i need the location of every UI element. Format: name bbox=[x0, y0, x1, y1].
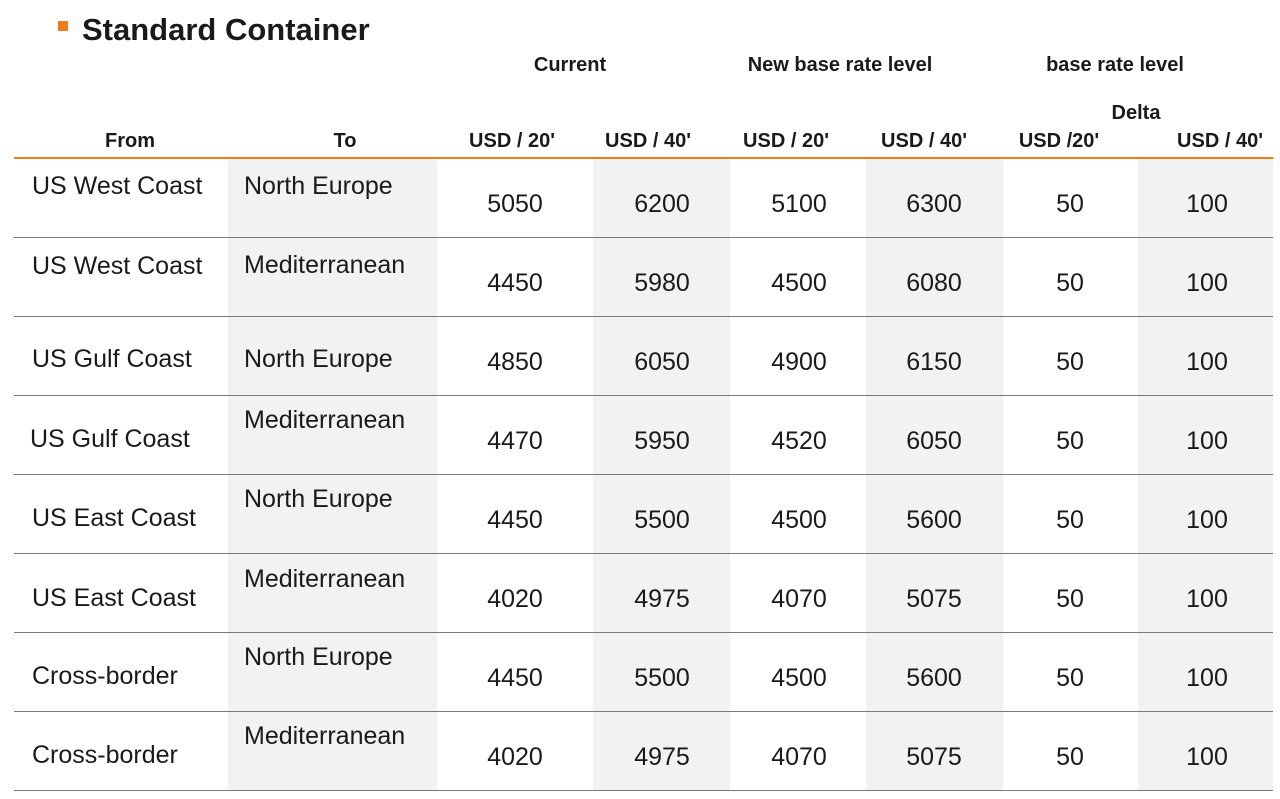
square-bullet-icon bbox=[58, 21, 68, 31]
col-header-delta-40: USD / 40' bbox=[1177, 130, 1263, 152]
delta-20-cell: 50 bbox=[1056, 427, 1084, 455]
to-cell: Mediterranean bbox=[244, 722, 406, 750]
to-cell: North Europe bbox=[244, 172, 393, 200]
new-20-cell: 4500 bbox=[771, 664, 827, 692]
group-header-delta: Delta bbox=[1111, 102, 1161, 124]
col-header-current-40: USD / 40' bbox=[605, 130, 691, 152]
new-40-column-shade bbox=[866, 159, 1003, 791]
to-cell: North Europe bbox=[244, 485, 393, 513]
new-40-cell: 5600 bbox=[906, 664, 962, 692]
table-row: Cross-border North Europe 4450 5500 4500… bbox=[14, 633, 1273, 712]
new-20-cell: 4500 bbox=[771, 506, 827, 534]
table-row: US East Coast North Europe 4450 5500 450… bbox=[14, 475, 1273, 554]
col-header-new-20: USD / 20' bbox=[743, 130, 829, 152]
current-20-cell: 4020 bbox=[487, 585, 543, 613]
to-cell: North Europe bbox=[244, 345, 393, 373]
current-40-cell: 5500 bbox=[634, 506, 690, 534]
col-header-from: From bbox=[105, 130, 155, 152]
from-cell: US East Coast bbox=[32, 504, 196, 532]
from-cell: Cross-border bbox=[32, 662, 178, 690]
table-row: US East Coast Mediterranean 4020 4975 40… bbox=[14, 554, 1273, 633]
new-40-cell: 5075 bbox=[906, 743, 962, 771]
delta-20-cell: 50 bbox=[1056, 743, 1084, 771]
from-cell: US East Coast bbox=[32, 584, 196, 612]
current-20-cell: 4850 bbox=[487, 348, 543, 376]
delta-20-cell: 50 bbox=[1056, 585, 1084, 613]
delta-40-cell: 100 bbox=[1186, 743, 1228, 771]
new-40-cell: 6150 bbox=[906, 348, 962, 376]
table-row: Cross-border Mediterranean 4020 4975 407… bbox=[14, 712, 1273, 791]
current-20-cell: 5050 bbox=[487, 190, 543, 218]
delta-20-cell: 50 bbox=[1056, 664, 1084, 692]
current-20-cell: 4020 bbox=[487, 743, 543, 771]
delta-20-cell: 50 bbox=[1056, 348, 1084, 376]
delta-20-cell: 50 bbox=[1056, 506, 1084, 534]
table-row: US West Coast North Europe 5050 6200 510… bbox=[14, 159, 1273, 238]
col-header-delta-20: USD /20' bbox=[1018, 130, 1100, 152]
table-row: US Gulf Coast North Europe 4850 6050 490… bbox=[14, 317, 1273, 396]
new-20-cell: 4070 bbox=[771, 585, 827, 613]
current-40-cell: 5950 bbox=[634, 427, 690, 455]
new-40-cell: 5600 bbox=[906, 506, 962, 534]
to-cell: North Europe bbox=[244, 643, 393, 671]
group-header-base-rate: base rate level bbox=[1046, 54, 1184, 76]
delta-20-cell: 50 bbox=[1056, 269, 1084, 297]
from-cell: US West Coast bbox=[32, 172, 203, 200]
page-title: Standard Container bbox=[82, 12, 370, 47]
new-20-cell: 4070 bbox=[771, 743, 827, 771]
header-rule bbox=[14, 157, 1273, 159]
delta-40-cell: 100 bbox=[1186, 585, 1228, 613]
new-40-cell: 6300 bbox=[906, 190, 962, 218]
table-row: US Gulf Coast Mediterranean 4470 5950 45… bbox=[14, 396, 1273, 475]
current-40-cell: 4975 bbox=[634, 743, 690, 771]
new-20-cell: 4520 bbox=[771, 427, 827, 455]
current-20-cell: 4470 bbox=[487, 427, 543, 455]
current-20-cell: 4450 bbox=[487, 269, 543, 297]
group-header-new-base: New base rate level bbox=[747, 54, 933, 76]
current-20-cell: 4450 bbox=[487, 506, 543, 534]
to-column-shade bbox=[228, 159, 437, 791]
delta-40-cell: 100 bbox=[1186, 506, 1228, 534]
group-header-current: Current bbox=[533, 54, 607, 76]
new-20-cell: 4500 bbox=[771, 269, 827, 297]
current-40-cell: 5500 bbox=[634, 664, 690, 692]
delta-40-cell: 100 bbox=[1186, 348, 1228, 376]
new-20-cell: 4900 bbox=[771, 348, 827, 376]
new-40-cell: 5075 bbox=[906, 585, 962, 613]
new-40-cell: 6080 bbox=[906, 269, 962, 297]
current-40-column-shade bbox=[593, 159, 730, 791]
current-40-cell: 4975 bbox=[634, 585, 690, 613]
col-header-to: To bbox=[333, 130, 357, 152]
from-cell: US Gulf Coast bbox=[32, 345, 192, 373]
from-cell: US West Coast bbox=[32, 252, 203, 280]
delta-40-cell: 100 bbox=[1186, 269, 1228, 297]
from-cell: US Gulf Coast bbox=[30, 425, 190, 453]
to-cell: Mediterranean bbox=[244, 251, 406, 279]
from-cell: Cross-border bbox=[32, 741, 178, 769]
delta-40-cell: 100 bbox=[1186, 427, 1228, 455]
delta-40-cell: 100 bbox=[1186, 664, 1228, 692]
current-40-cell: 6050 bbox=[634, 348, 690, 376]
current-40-cell: 5980 bbox=[634, 269, 690, 297]
current-20-cell: 4450 bbox=[487, 664, 543, 692]
col-header-new-40: USD / 40' bbox=[881, 130, 967, 152]
to-cell: Mediterranean bbox=[244, 406, 406, 434]
title-block: Standard Container bbox=[58, 10, 370, 50]
delta-20-cell: 50 bbox=[1056, 190, 1084, 218]
new-40-cell: 6050 bbox=[906, 427, 962, 455]
delta-40-cell: 100 bbox=[1186, 190, 1228, 218]
to-cell: Mediterranean bbox=[244, 565, 406, 593]
new-20-cell: 5100 bbox=[771, 190, 827, 218]
delta-40-column-shade bbox=[1138, 159, 1273, 791]
col-header-current-20: USD / 20' bbox=[469, 130, 555, 152]
current-40-cell: 6200 bbox=[634, 190, 690, 218]
table-row: US West Coast Mediterranean 4450 5980 45… bbox=[14, 238, 1273, 317]
